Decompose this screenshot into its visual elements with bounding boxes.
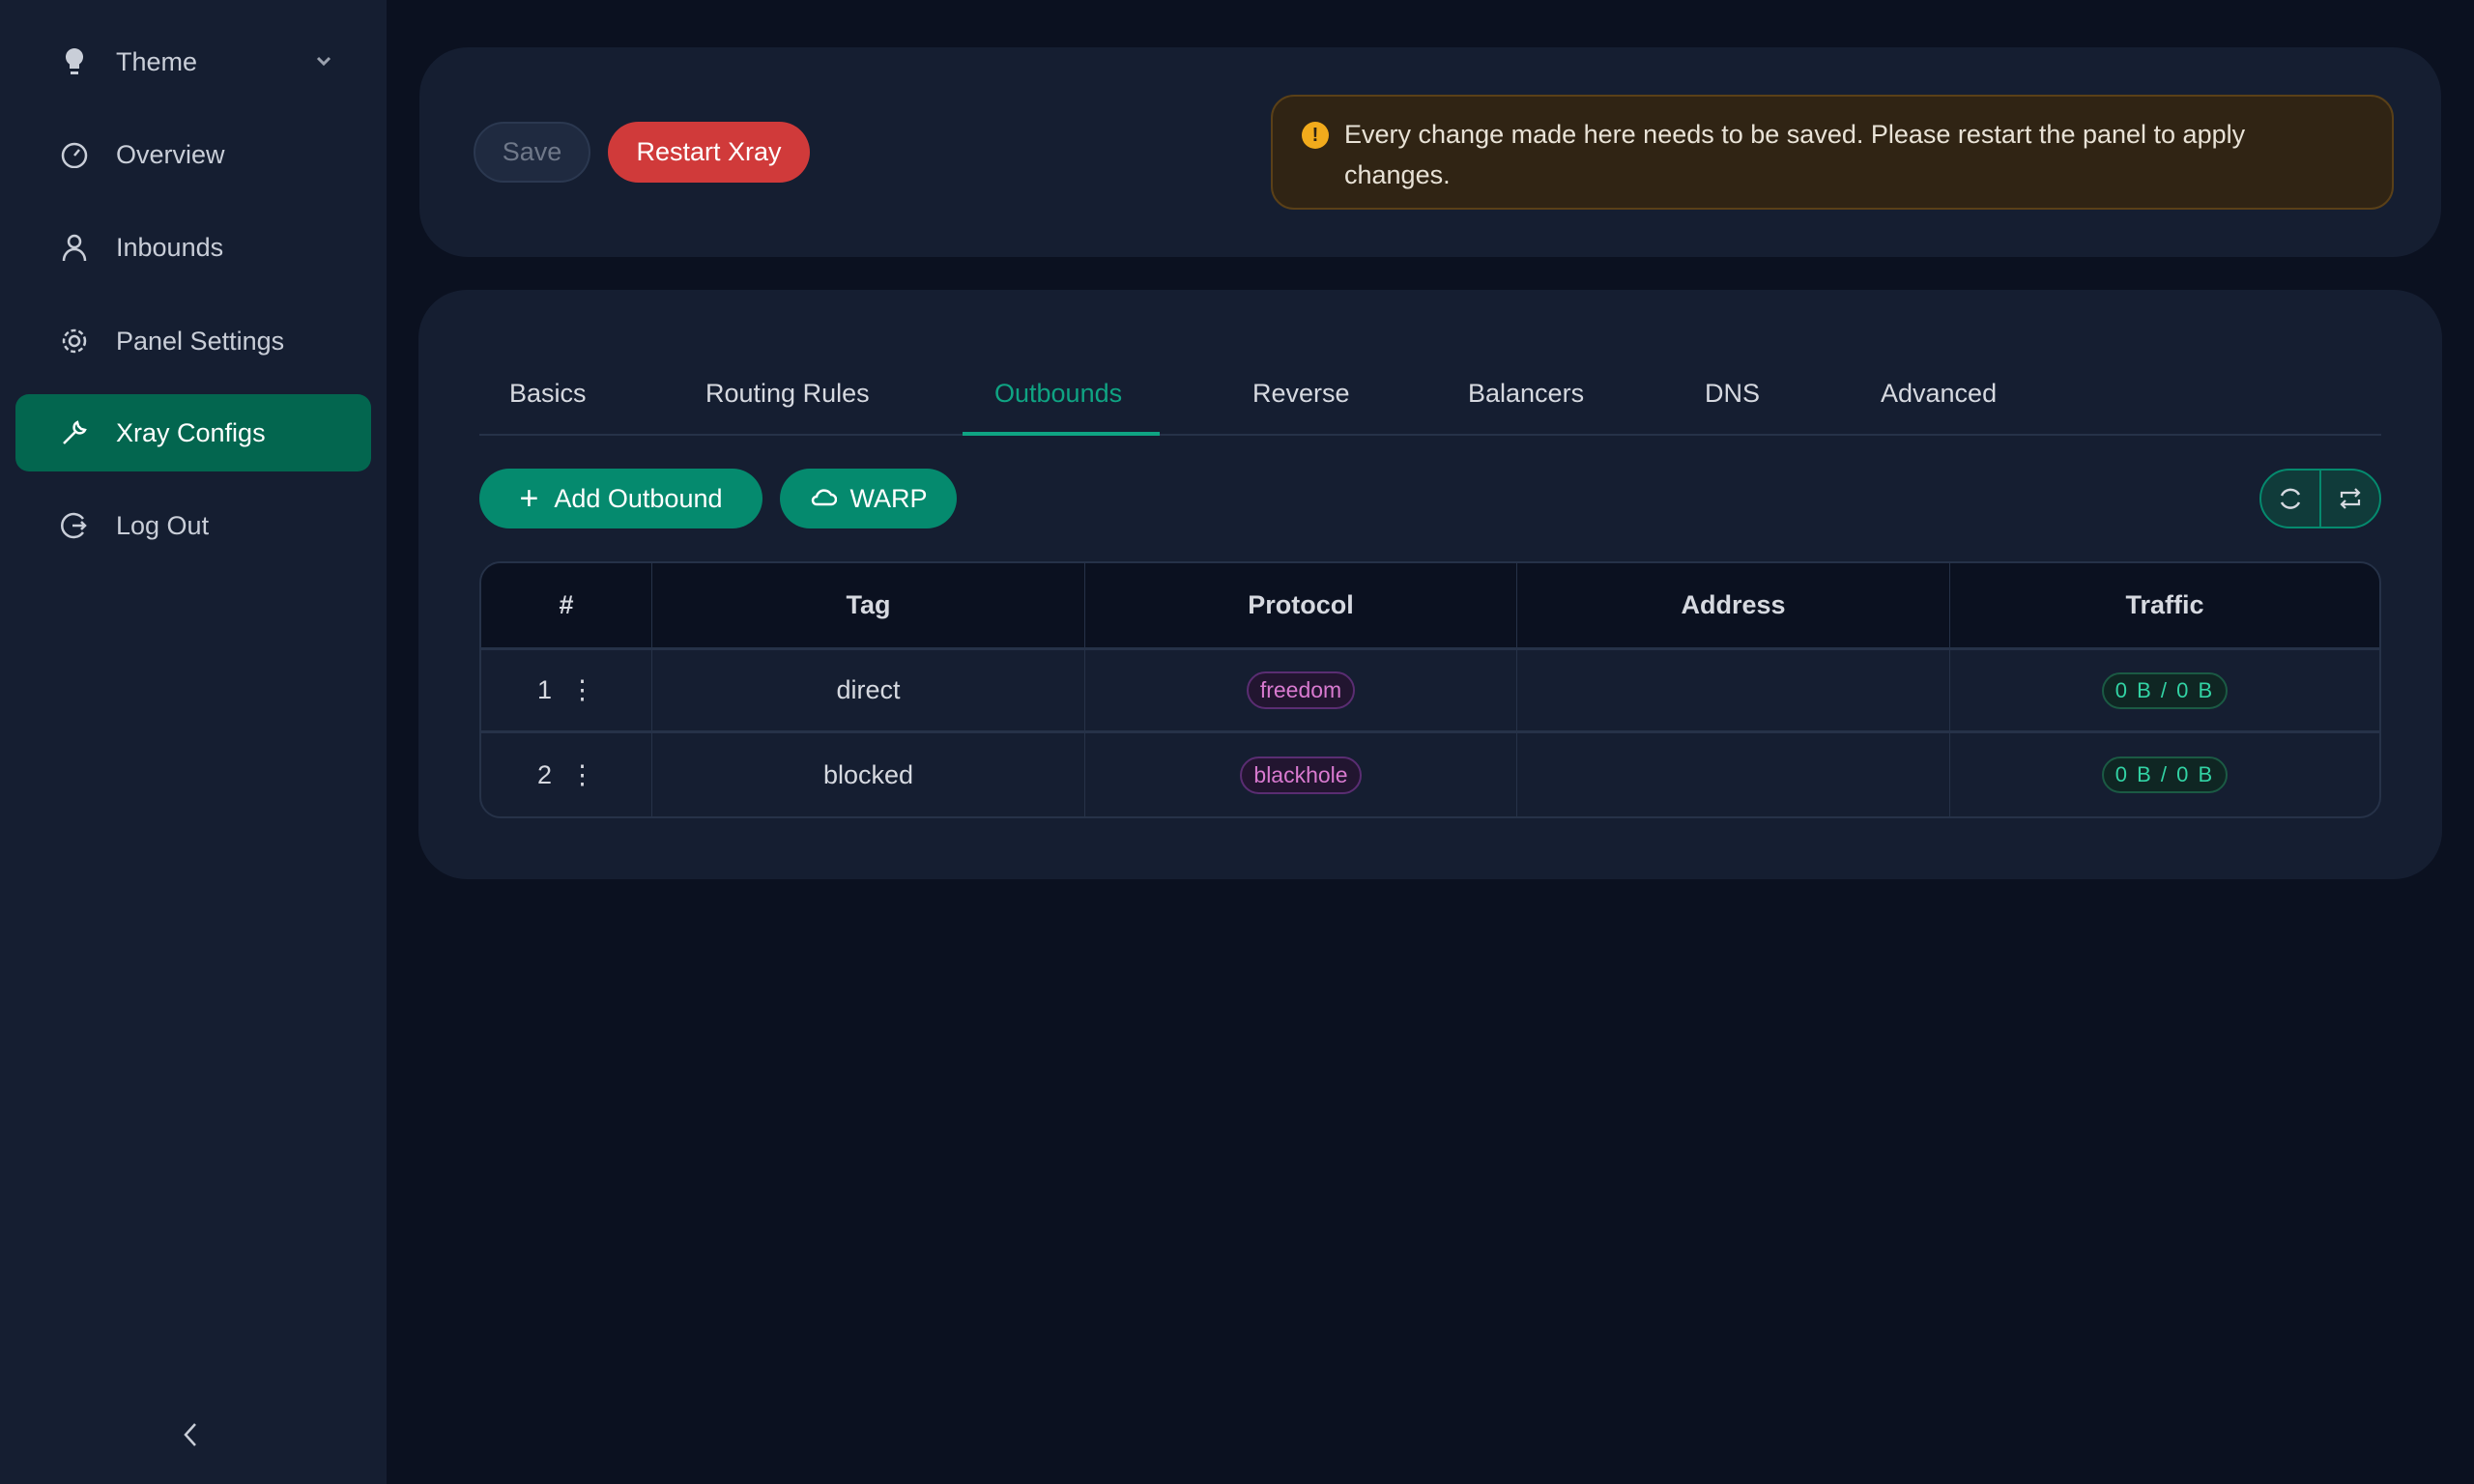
reset-traffic-icon[interactable] <box>2321 471 2379 527</box>
active-tab-indicator <box>963 432 1160 436</box>
save-button[interactable]: Save <box>474 122 590 183</box>
column-header-address: Address <box>1517 563 1950 650</box>
wrench-icon <box>60 418 89 447</box>
index-cell: 2 ⋮ <box>481 733 652 816</box>
sidebar-item-label: Theme <box>116 46 198 76</box>
table-row: 2 ⋮ blocked blackhole 0 B / 0 B <box>481 733 2379 816</box>
tab-routing-rules[interactable]: Routing Rules <box>705 379 870 408</box>
tab-balancers[interactable]: Balancers <box>1468 379 1585 408</box>
protocol-cell: freedom <box>1085 650 1517 733</box>
table-actions-group <box>2259 469 2381 528</box>
protocol-badge: freedom <box>1246 671 1356 709</box>
tab-reverse[interactable]: Reverse <box>1252 379 1350 408</box>
add-outbound-button[interactable]: + Add Outbound <box>479 469 762 528</box>
collapse-sidebar-button[interactable] <box>180 1420 201 1457</box>
sidebar-item-log-out[interactable]: Log Out <box>15 487 371 564</box>
dashboard-icon <box>60 140 89 169</box>
column-header-index: # <box>481 563 652 650</box>
tab-divider <box>479 434 2381 436</box>
column-header-traffic: Traffic <box>1950 563 2379 650</box>
column-header-protocol: Protocol <box>1085 563 1517 650</box>
alert-text: Every change made here needs to be saved… <box>1344 120 2246 189</box>
plus-icon: + <box>519 479 539 517</box>
tab-outbounds[interactable]: Outbounds <box>994 379 1123 408</box>
index-cell: 1 ⋮ <box>481 650 652 733</box>
sidebar-item-panel-settings[interactable]: Panel Settings <box>15 302 371 380</box>
gear-icon <box>60 327 89 356</box>
user-icon <box>60 233 89 262</box>
sidebar: Theme Overview Inbounds Panel Settings X… <box>0 0 387 1484</box>
sidebar-item-overview[interactable]: Overview <box>15 116 371 193</box>
more-vertical-icon[interactable]: ⋮ <box>569 675 596 704</box>
sidebar-item-label: Xray Configs <box>116 417 266 447</box>
traffic-badge: 0 B / 0 B <box>2101 756 2229 793</box>
traffic-badge: 0 B / 0 B <box>2101 671 2229 709</box>
sidebar-item-label: Log Out <box>116 510 210 540</box>
address-cell <box>1517 733 1950 816</box>
sidebar-item-inbounds[interactable]: Inbounds <box>15 209 371 286</box>
warning-icon: ! <box>1302 122 1329 149</box>
tag-cell: direct <box>652 650 1085 733</box>
sidebar-item-label: Inbounds <box>116 232 224 262</box>
toolbar-card: Save Restart Xray ! Every change made he… <box>419 47 2441 257</box>
cloud-icon <box>810 484 837 514</box>
tab-advanced[interactable]: Advanced <box>1881 379 1998 408</box>
bulb-icon <box>60 47 89 76</box>
logout-icon <box>60 511 89 540</box>
more-vertical-icon[interactable]: ⋮ <box>569 759 596 789</box>
address-cell <box>1517 650 1950 733</box>
traffic-cell: 0 B / 0 B <box>1950 733 2379 816</box>
refresh-icon[interactable] <box>2261 471 2321 527</box>
sidebar-item-xray-configs[interactable]: Xray Configs <box>15 394 371 471</box>
add-outbound-label: Add Outbound <box>554 483 723 513</box>
protocol-cell: blackhole <box>1085 733 1517 816</box>
outbounds-table: # Tag Protocol Address Traffic 1 ⋮ direct… <box>479 561 2381 818</box>
row-index: 2 <box>536 759 553 789</box>
table-row: 1 ⋮ direct freedom 0 B / 0 B <box>481 650 2379 733</box>
traffic-cell: 0 B / 0 B <box>1950 650 2379 733</box>
warp-label: WARP <box>849 483 928 513</box>
protocol-badge: blackhole <box>1240 756 1362 794</box>
chevron-down-icon[interactable] <box>315 44 332 74</box>
warning-alert: ! Every change made here needs to be sav… <box>1271 95 2394 210</box>
warp-button[interactable]: WARP <box>780 469 957 528</box>
tag-cell: blocked <box>652 733 1085 816</box>
tab-dns[interactable]: DNS <box>1705 379 1761 408</box>
sidebar-item-label: Panel Settings <box>116 326 285 356</box>
sidebar-item-theme[interactable]: Theme <box>15 23 371 100</box>
column-header-tag: Tag <box>652 563 1085 650</box>
row-index: 1 <box>536 675 553 704</box>
restart-xray-button[interactable]: Restart Xray <box>608 122 810 183</box>
sidebar-item-label: Overview <box>116 139 225 169</box>
tab-basics[interactable]: Basics <box>509 379 587 408</box>
table-header-row: # Tag Protocol Address Traffic <box>481 563 2379 650</box>
